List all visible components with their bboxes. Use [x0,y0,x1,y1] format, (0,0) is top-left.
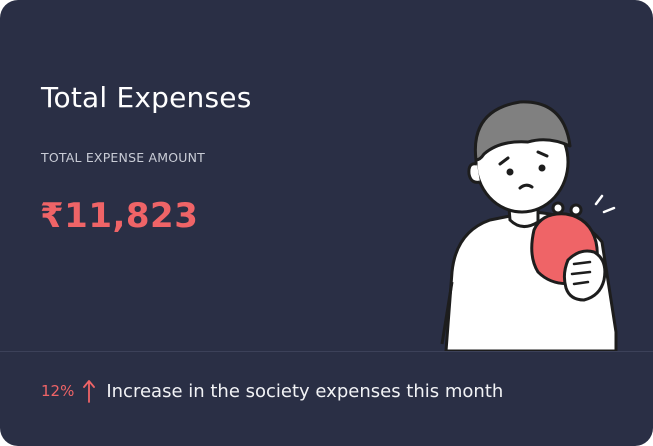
total-expense-amount: ₹11,823 [40,196,199,236]
arrow-up-icon [83,380,96,403]
worried-person-wallet-icon [440,100,618,352]
change-percent: 12% [41,382,75,400]
card-title: Total Expenses [41,81,252,114]
card-divider [0,351,653,352]
expense-change-row: 12% Increase in the society expenses thi… [41,378,503,404]
change-description: Increase in the society expenses this mo… [106,380,504,402]
card-subtitle: TOTAL EXPENSE AMOUNT [41,150,205,165]
